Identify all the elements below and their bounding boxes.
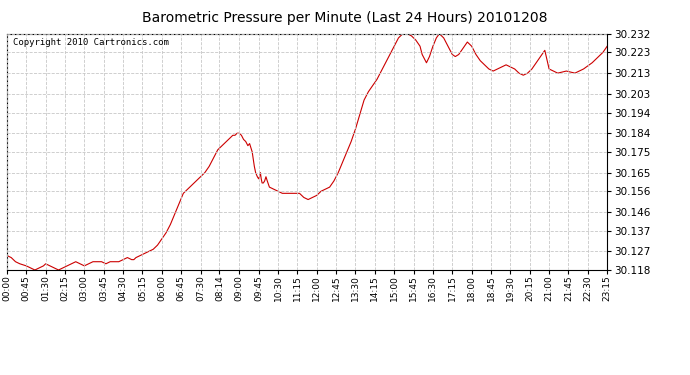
Text: Barometric Pressure per Minute (Last 24 Hours) 20101208: Barometric Pressure per Minute (Last 24 … bbox=[142, 11, 548, 25]
Text: Copyright 2010 Cartronics.com: Copyright 2010 Cartronics.com bbox=[13, 39, 169, 48]
